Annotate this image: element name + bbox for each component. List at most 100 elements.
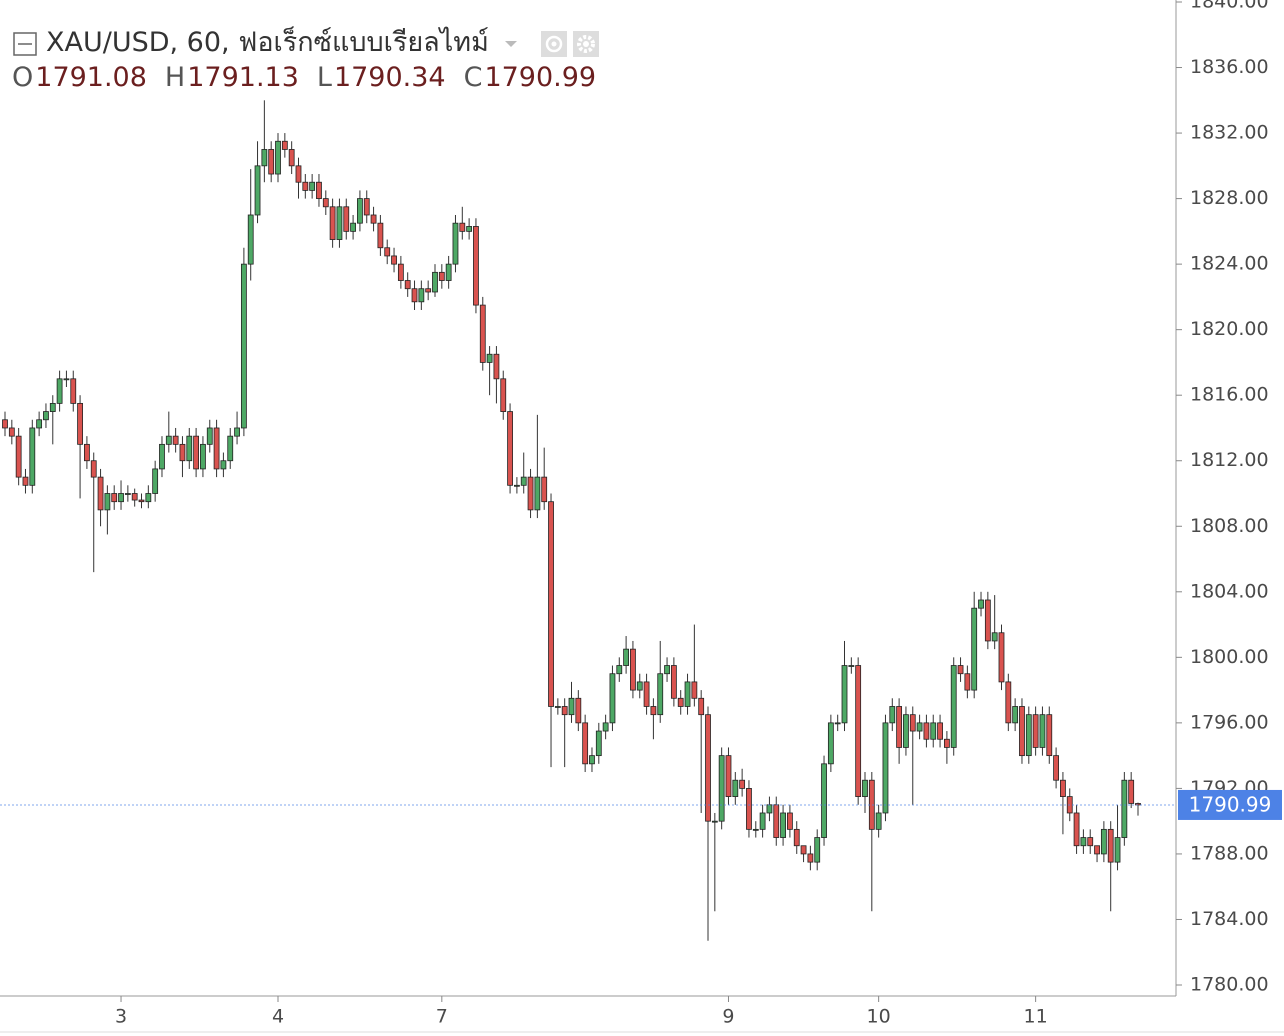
- chart-title: XAU/USD, 60, ฟอเร็กซ์แบบเรียลไทม์: [46, 27, 489, 58]
- candle-body: [1107, 828, 1114, 863]
- candle-body: [473, 226, 479, 306]
- y-tick-label: 1808.00: [1190, 515, 1269, 537]
- candle-body: [432, 271, 438, 293]
- candle-body: [97, 476, 104, 511]
- candle-body: [780, 812, 786, 838]
- candle-body: [281, 140, 288, 150]
- candle-body: [807, 853, 814, 863]
- candle-body: [466, 226, 473, 232]
- candle-body: [200, 443, 206, 470]
- candle-body: [84, 443, 90, 462]
- candle-body: [848, 665, 855, 667]
- x-tick-label: 9: [722, 1006, 734, 1028]
- candle-body: [903, 714, 909, 748]
- candle-body: [247, 214, 254, 265]
- dropdown-arrow[interactable]: [505, 40, 518, 47]
- candle-body: [1053, 755, 1059, 781]
- candle-body: [711, 820, 718, 823]
- candle-body: [479, 304, 486, 363]
- candle-body: [309, 181, 316, 191]
- candle-body: [179, 443, 186, 462]
- candle-body: [350, 222, 356, 232]
- candle-body: [452, 222, 459, 265]
- candle-body: [595, 730, 602, 757]
- candle-body: [705, 714, 711, 822]
- candle-body: [15, 435, 22, 478]
- candle-body: [418, 288, 425, 303]
- candle-body: [507, 411, 513, 486]
- candle-body: [964, 673, 971, 691]
- candle-body: [206, 427, 213, 445]
- candle-body: [329, 206, 336, 240]
- candle-body: [896, 706, 903, 748]
- candle-body: [1046, 714, 1053, 757]
- ohlc-key: L: [316, 62, 332, 93]
- y-tick-label: 1832.00: [1190, 122, 1269, 144]
- ohlc-key: H: [164, 62, 186, 93]
- candle-body: [49, 402, 56, 412]
- candle-body: [1100, 828, 1107, 855]
- candle-body: [1114, 837, 1121, 863]
- candle-body: [698, 697, 705, 716]
- candle-body: [118, 493, 124, 503]
- candle-body: [336, 206, 343, 240]
- last-price-label: 1790.99: [1189, 792, 1272, 816]
- candle-body: [882, 722, 889, 814]
- last-price-box: [1178, 789, 1282, 820]
- candle-body: [1073, 812, 1080, 847]
- candle-body: [746, 788, 752, 830]
- ohlc-value: 1790.34: [333, 62, 446, 93]
- candle-body: [370, 214, 377, 224]
- candle-body: [295, 165, 302, 183]
- candle-body: [1005, 681, 1012, 724]
- y-tick-label: 1816.00: [1190, 384, 1269, 406]
- candle-body: [384, 247, 391, 257]
- candle-body: [978, 599, 984, 609]
- candle-body: [288, 149, 295, 167]
- toolbar-icons: [505, 30, 600, 57]
- candle-body: [391, 255, 397, 265]
- candle-body: [261, 149, 268, 167]
- candle-body: [500, 378, 507, 412]
- y-tick-label: 1784.00: [1190, 908, 1269, 930]
- candle-body: [302, 181, 309, 191]
- ohlc-value: 1790.99: [484, 62, 597, 93]
- candle-body: [2, 419, 8, 429]
- y-tick-label: 1796.00: [1190, 711, 1269, 733]
- y-tick-label: 1804.00: [1190, 580, 1269, 602]
- y-tick-label: 1812.00: [1190, 449, 1269, 471]
- candle-body: [56, 378, 63, 404]
- candle-body: [377, 222, 384, 249]
- candle-body: [43, 411, 49, 421]
- candle-body: [739, 779, 746, 789]
- ohlc-key: O: [12, 62, 34, 93]
- candle-body: [650, 706, 657, 716]
- candle-body: [486, 353, 493, 363]
- collapse-icon[interactable]: [12, 31, 38, 57]
- candle-body: [725, 755, 732, 797]
- candle-body: [1128, 779, 1135, 804]
- candle-body: [165, 435, 172, 445]
- candle-body: [104, 493, 111, 511]
- candle-body: [159, 443, 165, 470]
- candle-body: [602, 722, 609, 732]
- candle-body: [793, 828, 800, 847]
- candle-body: [998, 632, 1005, 683]
- candle-body: [240, 263, 247, 429]
- candle-body: [643, 681, 650, 707]
- candle-body: [834, 722, 841, 725]
- y-tick-label: 1800.00: [1190, 646, 1269, 668]
- candle-body: [445, 263, 452, 281]
- candle-body: [193, 435, 200, 470]
- candle-body: [937, 722, 943, 740]
- candle-body: [991, 632, 998, 642]
- candle-body: [1080, 837, 1087, 847]
- candle-body: [787, 812, 793, 830]
- candle-body: [411, 288, 418, 303]
- candle-body: [827, 722, 834, 765]
- candle-body: [554, 706, 561, 708]
- candle-body: [821, 763, 827, 838]
- y-tick-label: 1780.00: [1190, 974, 1269, 996]
- candle-body: [1025, 714, 1032, 757]
- candle-body: [759, 812, 766, 830]
